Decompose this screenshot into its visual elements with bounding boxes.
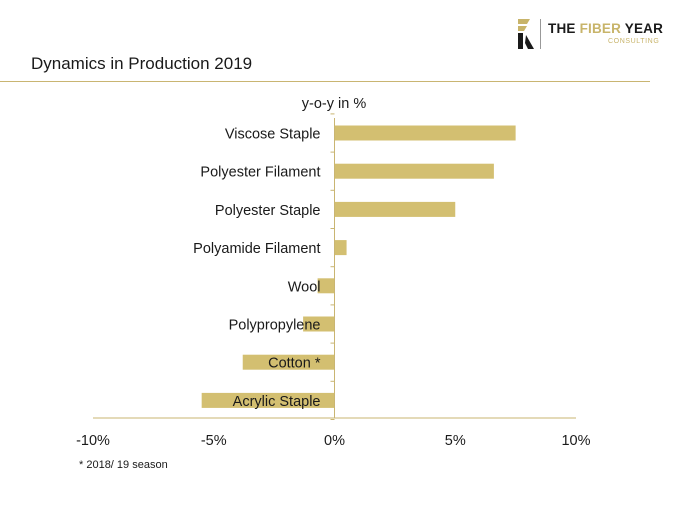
fiber-year-logo-icon: [518, 19, 534, 49]
brand-logo: THE FIBER YEAR CONSULTING: [516, 17, 663, 53]
bar-viscose-staple: [334, 125, 516, 141]
category-labels-layer: Viscose Staple Polyester Filament Polyeste…: [193, 127, 321, 410]
bar-polyester-staple: [334, 201, 456, 217]
logo-wordmark: THE FIBER YEAR: [548, 21, 663, 36]
x-tick-label: 10%: [561, 433, 590, 449]
category-label: Polyamide Filament: [193, 241, 320, 257]
bar-cotton: [242, 354, 335, 370]
title-divider: [0, 81, 650, 82]
logo-word-suffix: YEAR: [621, 21, 664, 36]
bars-layer: [201, 125, 516, 408]
category-label: Cotton *: [268, 356, 321, 372]
x-tick-label: -10%: [76, 433, 110, 449]
logo-word-accent: FIBER: [579, 21, 622, 36]
category-label: Viscose Staple: [225, 127, 321, 143]
x-tick-label: 0%: [324, 433, 345, 449]
x-tick-label: 5%: [445, 433, 466, 449]
logo-divider: [540, 19, 541, 49]
category-label: Polyester Filament: [200, 165, 320, 181]
bar-polyamide-filament: [334, 240, 347, 256]
logo-subtitle: CONSULTING: [608, 38, 660, 45]
logo-word-prefix: THE: [548, 21, 580, 36]
bar-acrylic-staple: [201, 392, 335, 408]
bar-polypropylene: [303, 316, 335, 332]
axis-layer: -10% -5% 0% 5% 10%: [76, 113, 591, 449]
bar-wool: [317, 278, 335, 294]
category-label: Polypropylene: [229, 318, 321, 334]
x-tick-label: -5%: [201, 433, 227, 449]
category-label: Polyester Staple: [215, 203, 321, 219]
footnote: * 2018/ 19 season: [79, 459, 168, 471]
category-label: Acrylic Staple: [233, 394, 321, 410]
page-title: Dynamics in Production 2019: [31, 54, 253, 73]
category-label: Wool: [288, 279, 321, 295]
bar-polyester-filament: [334, 163, 494, 179]
y-axis-label: y-o-y in %: [302, 96, 367, 112]
